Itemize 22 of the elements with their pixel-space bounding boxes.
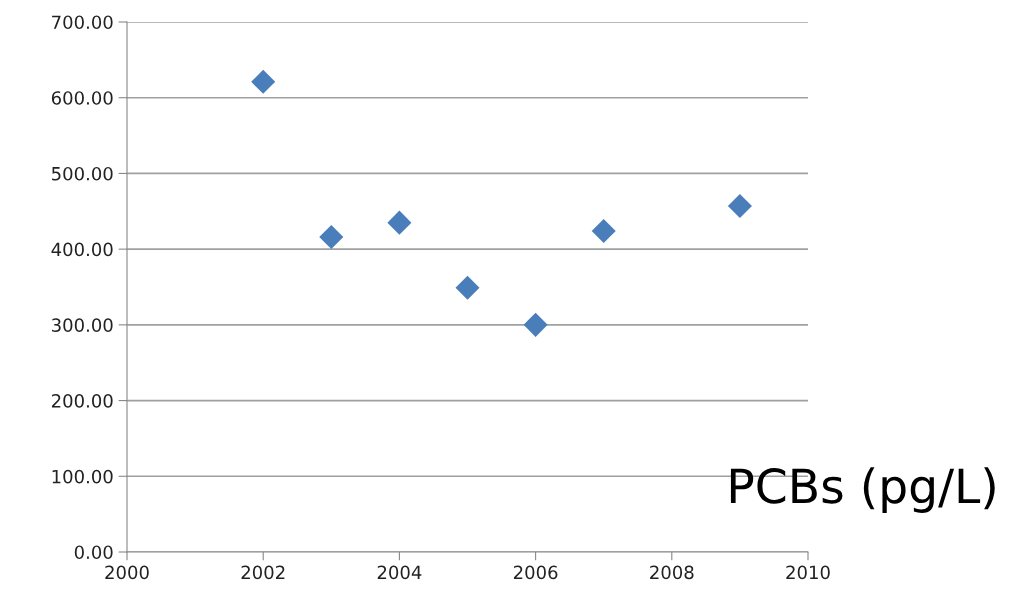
y-tick-label: 500.00 (52, 166, 113, 181)
point (727, 193, 752, 219)
point (251, 69, 276, 94)
point (591, 218, 616, 243)
x-tick-label: 2010 (786, 565, 830, 580)
y-tick-label: 700.00 (52, 15, 113, 30)
x-tick-label: 2000 (105, 565, 149, 580)
x-tick-label: 2004 (377, 565, 422, 580)
y-tick-label: 0.00 (74, 545, 113, 560)
point (319, 225, 344, 250)
y-tick-label: 400.00 (51, 242, 113, 257)
point (455, 275, 480, 300)
y-tick-label: 100.00 (52, 469, 113, 484)
y-tick-label: 200.00 (51, 394, 113, 408)
x-tick-label: 2002 (241, 565, 285, 580)
point (523, 312, 548, 337)
y-tick-label: 300.00 (52, 318, 113, 332)
x-tick-label: 2006 (513, 565, 558, 580)
point (387, 210, 412, 235)
y-tick-label: 600.00 (51, 91, 113, 105)
x-tick-label: 2008 (650, 565, 694, 580)
annotation: PCBs (pg/L) (730, 467, 995, 513)
